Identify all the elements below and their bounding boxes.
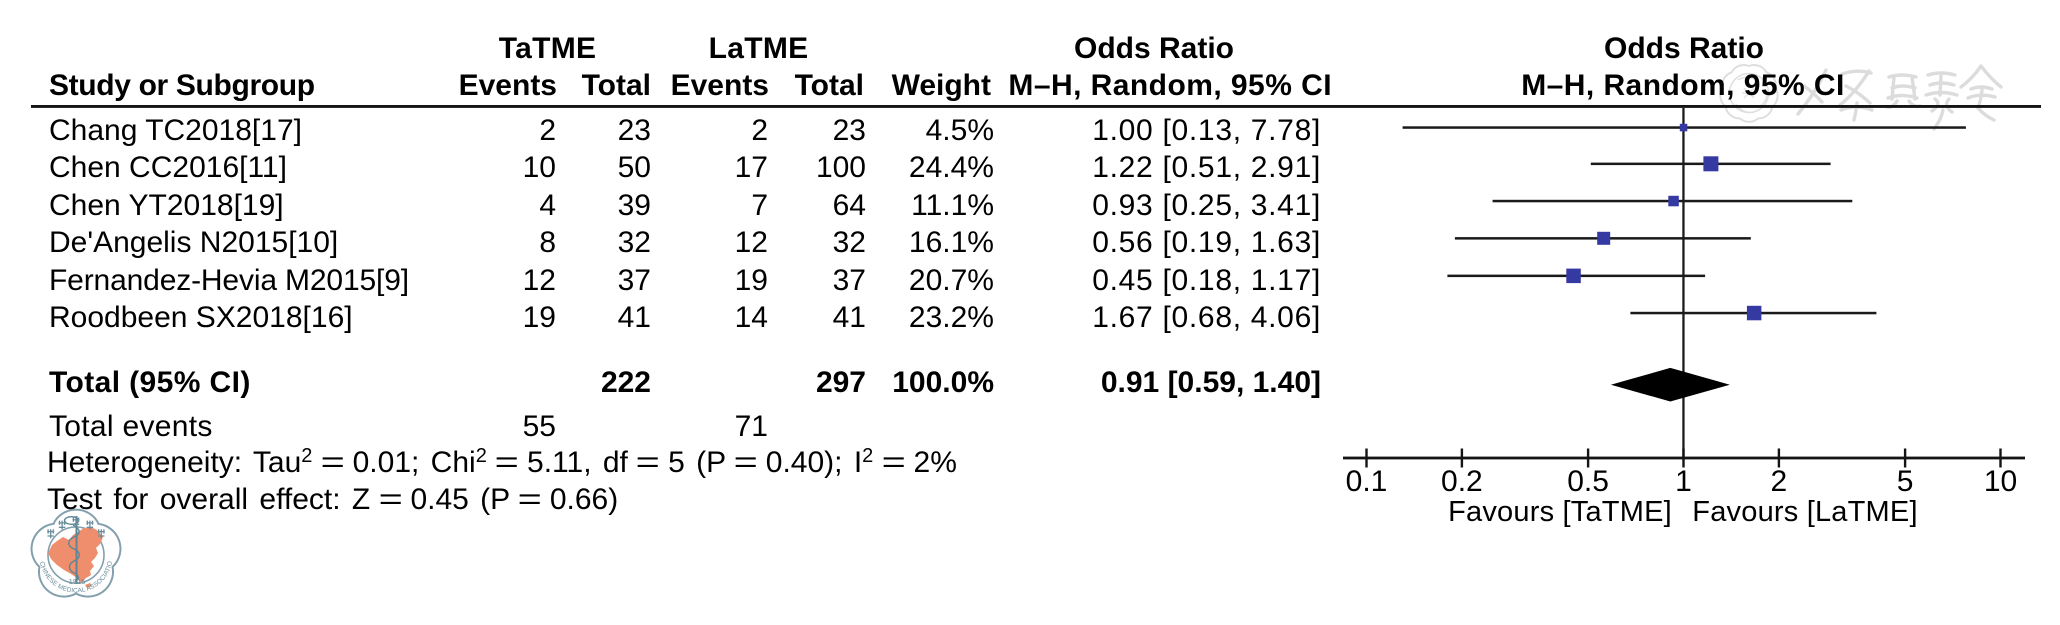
svg-text:1915: 1915 xyxy=(69,577,86,586)
